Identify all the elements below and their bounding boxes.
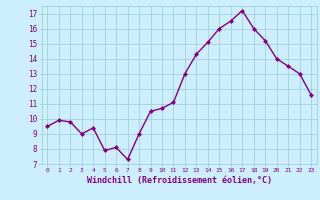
X-axis label: Windchill (Refroidissement éolien,°C): Windchill (Refroidissement éolien,°C) xyxy=(87,176,272,185)
